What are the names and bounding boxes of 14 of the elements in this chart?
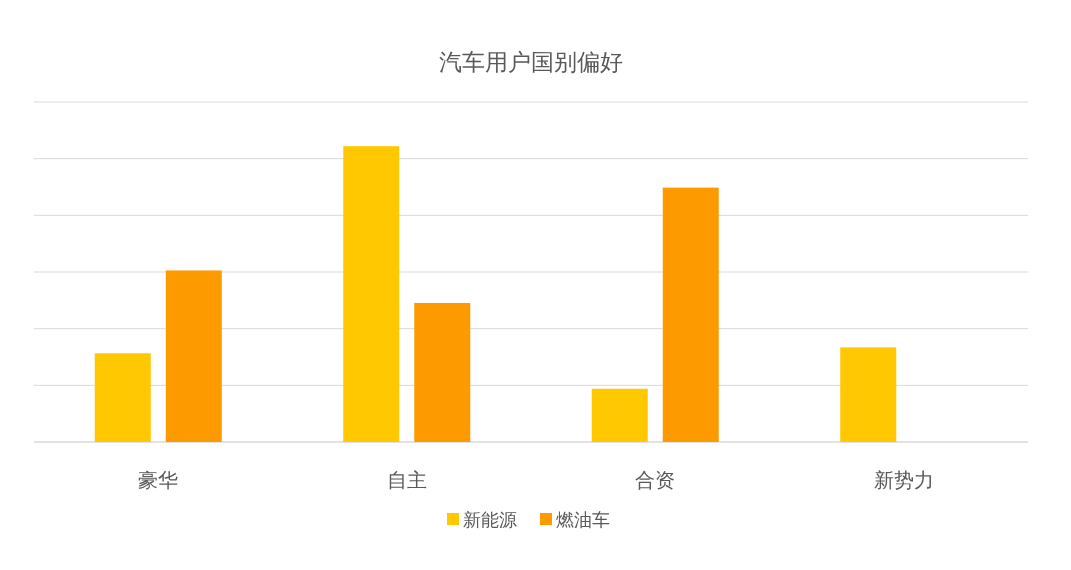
- chart-title: 汽车用户国别偏好: [439, 49, 623, 75]
- x-tick-label: 合资: [635, 468, 676, 492]
- x-tick-label: 自主: [386, 468, 427, 492]
- bar: [591, 388, 648, 442]
- legend-label: 新能源: [463, 509, 517, 530]
- bar: [94, 353, 151, 442]
- bar: [840, 347, 897, 442]
- x-tick-label: 豪华: [138, 468, 179, 492]
- bar: [662, 187, 719, 442]
- legend-label: 燃油车: [556, 509, 610, 530]
- bar: [343, 146, 400, 442]
- x-tick-label: 新势力: [873, 468, 934, 492]
- bar: [165, 270, 222, 442]
- bar: [414, 302, 471, 442]
